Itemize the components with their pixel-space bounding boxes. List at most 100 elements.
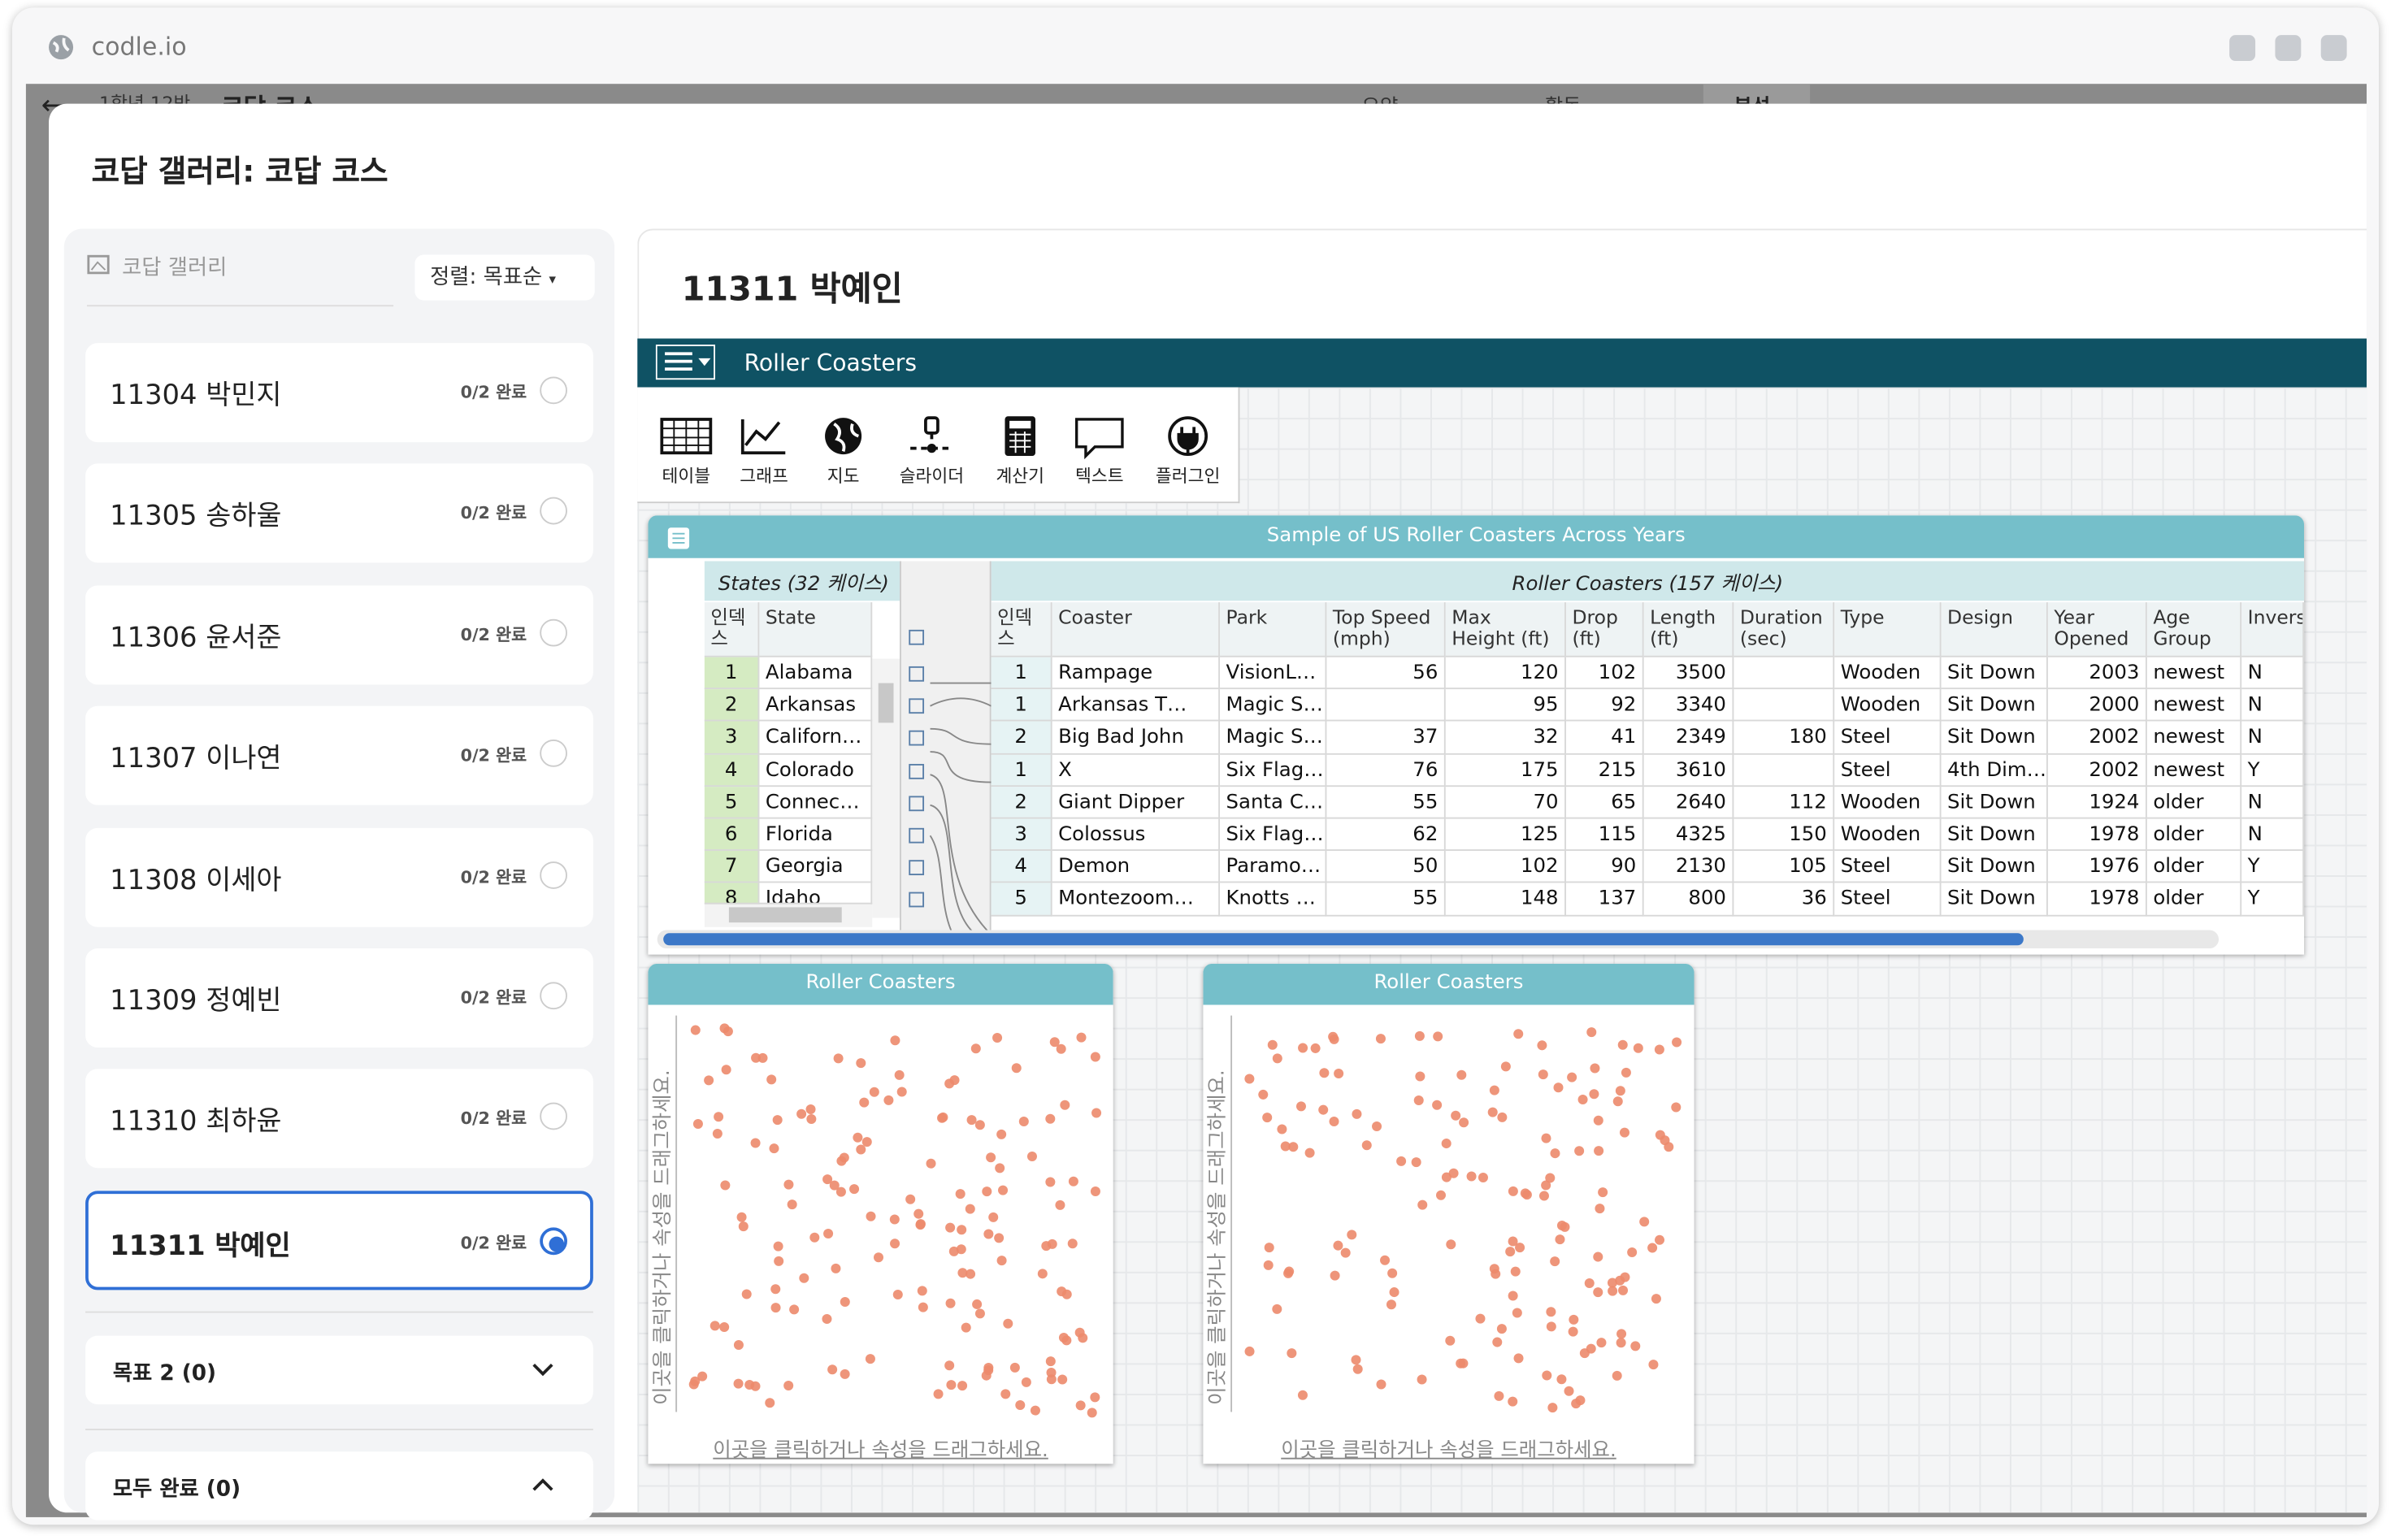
point [799, 1273, 809, 1283]
document-title[interactable]: Roller Coasters [744, 349, 918, 377]
url[interactable]: codle.io [91, 32, 187, 62]
tool-icon[interactable] [1072, 414, 1127, 460]
radio[interactable] [540, 376, 567, 405]
expand-toggle[interactable] [909, 763, 925, 779]
tool-label[interactable]: 계산기 [996, 465, 1045, 487]
window-button[interactable] [2275, 35, 2302, 62]
coaster-cell: Steel [1834, 722, 1942, 754]
student-name: 11308 이세아 [110, 864, 282, 896]
plot-area[interactable] [1239, 1016, 1688, 1428]
coaster-cell: Sit Down [1941, 786, 2048, 819]
point [1413, 1095, 1424, 1105]
expand-toggle[interactable] [909, 698, 925, 714]
window-button[interactable] [2320, 35, 2347, 62]
student-card[interactable]: 11305 송하울 0/2 완료 [85, 464, 593, 564]
coaster-cell: 102 [1565, 657, 1644, 690]
point [998, 1185, 1009, 1195]
point [750, 1138, 761, 1148]
coaster-cell: 102 [1445, 851, 1566, 884]
student-card[interactable]: 11310 최하윤 0/2 완료 [85, 1069, 593, 1169]
tool-label[interactable]: 그래프 [740, 465, 788, 487]
point [1612, 1096, 1623, 1107]
point [1432, 1100, 1443, 1110]
expand-toggle[interactable] [909, 892, 925, 909]
section-goal[interactable]: 목표 2 (0) [85, 1335, 593, 1405]
tool-label[interactable]: 지도 [827, 465, 860, 487]
radio[interactable] [540, 618, 567, 647]
index-cell: 1 [991, 754, 1052, 787]
point [751, 1052, 762, 1063]
tool-label[interactable]: 슬라이더 [899, 465, 965, 487]
states-hscroll[interactable] [704, 902, 873, 927]
point [1567, 1072, 1577, 1082]
coaster-cell: 55 [1326, 786, 1446, 819]
tool-icon[interactable] [1161, 414, 1216, 460]
radio[interactable] [540, 497, 567, 526]
student-card[interactable]: 11311 박예인 0/2 완료 [85, 1191, 593, 1290]
hscroll[interactable] [657, 930, 2220, 949]
expand-toggle[interactable] [909, 731, 925, 747]
plot-area[interactable] [684, 1016, 1107, 1428]
student-card[interactable]: 11307 이나연 0/2 완료 [85, 706, 593, 806]
radio[interactable] [540, 740, 567, 768]
point [1584, 1278, 1595, 1289]
point [1415, 1071, 1425, 1082]
table-icon [667, 527, 690, 549]
point [1569, 1314, 1579, 1325]
tool-icon[interactable] [816, 414, 871, 460]
point [946, 1380, 957, 1390]
student-card[interactable]: 11308 이세아 0/2 완료 [85, 827, 593, 927]
point [1615, 1275, 1625, 1286]
student-card[interactable]: 11304 박민지 0/2 완료 [85, 343, 593, 443]
tool-label[interactable]: 텍스트 [1075, 465, 1124, 487]
student-card[interactable]: 11306 윤서준 0/2 완료 [85, 585, 593, 685]
tool-icon[interactable] [992, 414, 1048, 460]
scroll-thumb[interactable] [878, 683, 894, 723]
expand-toggle[interactable] [909, 827, 925, 844]
tool-icon[interactable] [736, 414, 792, 460]
point [1375, 1034, 1386, 1044]
point [1595, 1204, 1605, 1214]
point [1618, 1285, 1629, 1295]
window-button[interactable] [2229, 35, 2256, 62]
menu-button[interactable] [655, 345, 717, 381]
sort-button[interactable]: 정렬: 목표순 ▾ [414, 254, 595, 301]
point [1361, 1140, 1372, 1151]
tool-label[interactable]: 테이블 [662, 465, 711, 487]
state-cell: Florida [759, 818, 873, 852]
x-axis-placeholder[interactable]: 이곳을 클릭하거나 속성을 드래그하세요. [1281, 1439, 1616, 1463]
expand-toggle[interactable] [909, 796, 925, 811]
tool-icon[interactable] [905, 414, 960, 460]
point [805, 1104, 816, 1114]
radio[interactable] [540, 1103, 567, 1131]
point [992, 1033, 1003, 1043]
states-scrollbar[interactable] [872, 658, 900, 918]
y-axis-placeholder[interactable]: 이곳을 클릭하거나 속성을 드래그하세요. [1207, 1069, 1230, 1405]
coaster-cell: 1978 [2047, 883, 2147, 916]
student-card[interactable]: 11309 정예빈 0/2 완료 [85, 948, 593, 1048]
point [913, 1208, 924, 1219]
point [796, 1108, 807, 1119]
expand-toggle[interactable] [909, 860, 925, 876]
point [1489, 1085, 1499, 1095]
point [1508, 1236, 1518, 1247]
expand-toggle[interactable] [909, 629, 925, 645]
y-axis-placeholder[interactable]: 이곳을 클릭하거나 속성을 드래그하세요. [652, 1069, 675, 1405]
radio[interactable] [540, 861, 567, 889]
point [1045, 1113, 1056, 1124]
column-header: 인덱스 [991, 602, 1052, 657]
coaster-cell [1734, 657, 1835, 690]
expand-toggle[interactable] [909, 666, 925, 682]
x-axis-placeholder[interactable]: 이곳을 클릭하거나 속성을 드래그하세요. [713, 1439, 1048, 1463]
scroll-thumb[interactable] [728, 907, 842, 923]
coaster-cell: 2002 [2047, 722, 2147, 754]
chevron-up [532, 1478, 553, 1491]
coaster-cell: N [2241, 722, 2305, 754]
radio[interactable] [540, 982, 567, 1010]
tool-label[interactable]: 플러그인 [1155, 465, 1221, 487]
point [1352, 1364, 1363, 1374]
scroll-thumb[interactable] [663, 933, 2024, 946]
state-cell: Idaho [759, 883, 873, 905]
section-done[interactable]: 모두 완료 (0) [85, 1451, 593, 1520]
tool-icon[interactable] [659, 414, 714, 460]
